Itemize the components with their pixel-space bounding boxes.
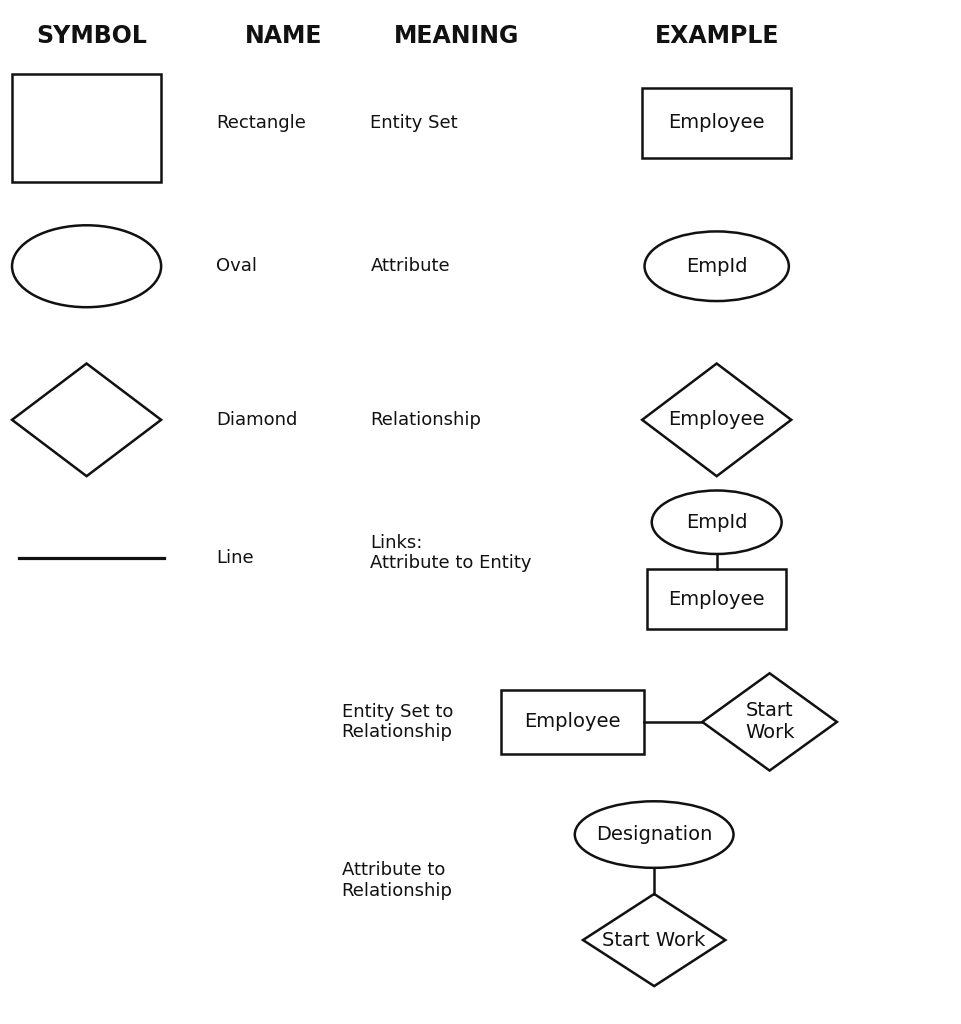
Text: Oval: Oval xyxy=(216,257,258,275)
Text: Designation: Designation xyxy=(596,825,711,844)
Text: Start Work: Start Work xyxy=(602,931,705,949)
Text: NAME: NAME xyxy=(245,24,322,48)
Text: Employee: Employee xyxy=(668,411,764,429)
Bar xyxy=(646,569,786,629)
Ellipse shape xyxy=(575,801,733,868)
Text: Employee: Employee xyxy=(668,590,764,608)
Text: Rectangle: Rectangle xyxy=(216,114,306,132)
Text: Start
Work: Start Work xyxy=(744,701,794,742)
Text: EXAMPLE: EXAMPLE xyxy=(653,24,778,48)
Polygon shape xyxy=(582,894,725,986)
Bar xyxy=(501,690,643,754)
Polygon shape xyxy=(702,674,836,770)
Text: EmpId: EmpId xyxy=(685,513,747,531)
Ellipse shape xyxy=(651,490,780,554)
Bar xyxy=(641,88,790,158)
Text: Employee: Employee xyxy=(524,713,620,731)
Text: SYMBOL: SYMBOL xyxy=(36,24,147,48)
Text: Line: Line xyxy=(216,549,254,567)
Text: Attribute: Attribute xyxy=(370,257,450,275)
Text: MEANING: MEANING xyxy=(394,24,519,48)
Text: Relationship: Relationship xyxy=(370,411,480,429)
Polygon shape xyxy=(12,364,160,476)
Text: Diamond: Diamond xyxy=(216,411,298,429)
Text: Entity Set to
Relationship: Entity Set to Relationship xyxy=(341,702,453,741)
Text: Attribute to
Relationship: Attribute to Relationship xyxy=(341,861,452,900)
Polygon shape xyxy=(641,364,790,476)
Ellipse shape xyxy=(644,231,788,301)
Text: Links:
Attribute to Entity: Links: Attribute to Entity xyxy=(370,534,531,572)
Text: Entity Set: Entity Set xyxy=(370,114,457,132)
Text: Employee: Employee xyxy=(668,114,764,132)
Text: EmpId: EmpId xyxy=(685,257,747,275)
Bar xyxy=(12,75,160,182)
Ellipse shape xyxy=(12,225,161,307)
